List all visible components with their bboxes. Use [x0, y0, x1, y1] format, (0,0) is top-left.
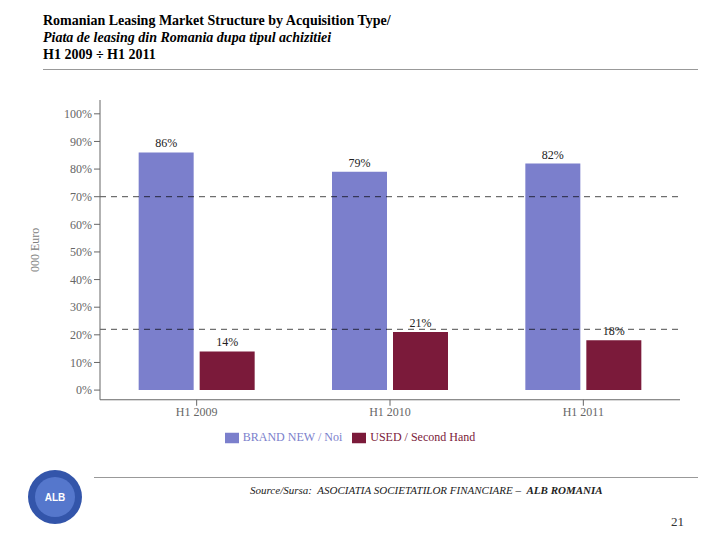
svg-text:100%: 100% — [64, 107, 92, 121]
svg-text:000 Euro: 000 Euro — [28, 228, 42, 272]
html-text:BRAND NEW / Noi: BRAND NEW / Noi — [242, 429, 343, 444]
svg-text:20%: 20% — [70, 328, 92, 342]
html-text:ALB: ALB — [44, 491, 66, 503]
svg-text:H1 2010: H1 2010 — [369, 405, 411, 419]
svg-text:86%: 86% — [155, 136, 177, 150]
svg-text:18%: 18% — [603, 324, 625, 338]
html-text:Romanian Leasing Market Struct: Romanian Leasing Market Structure by Acq… — [43, 13, 391, 28]
html-text:Piata de leasing din Romania d: Piata de leasing din Romania dupa tipul … — [43, 30, 332, 45]
svg-text:90%: 90% — [70, 135, 92, 149]
html-text:Source/Sursa: ASOCIATIA SOCIET: Source/Sursa: ASOCIATIA SOCIETATILOR FIN… — [250, 484, 603, 496]
svg-text:14%: 14% — [216, 335, 238, 349]
html-text:21: 21 — [671, 514, 684, 529]
svg-text:82%: 82% — [542, 148, 564, 162]
svg-text:30%: 30% — [70, 300, 92, 314]
html-text:USED / Second Hand: USED / Second Hand — [370, 429, 476, 444]
html-text:H1 2009 ÷ H1 2011: H1 2009 ÷ H1 2011 — [43, 47, 156, 62]
svg-text:40%: 40% — [70, 273, 92, 287]
svg-text:10%: 10% — [70, 356, 92, 370]
svg-text:50%: 50% — [70, 245, 92, 259]
svg-text:0%: 0% — [76, 383, 92, 397]
svg-text:H1 2011: H1 2011 — [563, 405, 604, 419]
svg-text:80%: 80% — [70, 162, 92, 176]
svg-text:70%: 70% — [70, 190, 92, 204]
svg-text:79%: 79% — [349, 156, 371, 170]
svg-text:H1 2009: H1 2009 — [176, 405, 218, 419]
svg-text:21%: 21% — [410, 316, 432, 330]
svg-text:60%: 60% — [70, 218, 92, 232]
